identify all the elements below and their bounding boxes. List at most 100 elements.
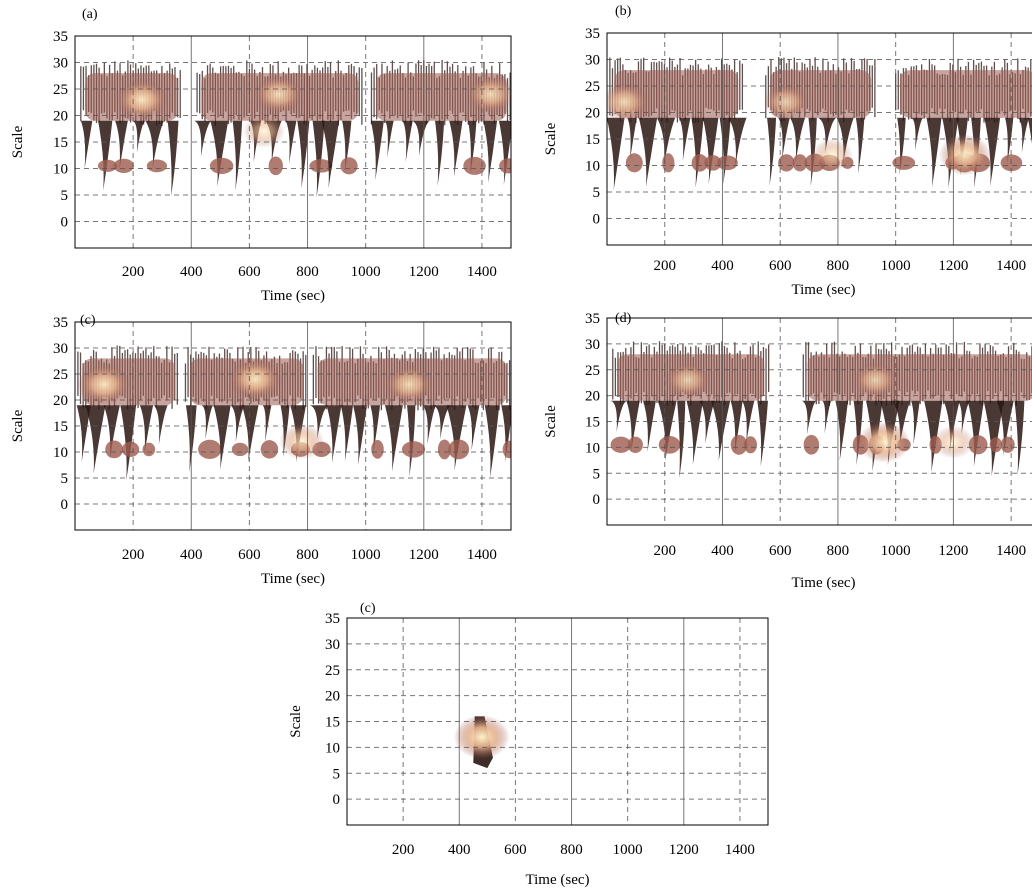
energy-finger [778,117,790,160]
plot-frame [74,35,512,249]
energy-finger [321,120,340,189]
y-tick-label: 25 [585,363,600,379]
energy-finger [484,405,500,478]
energy-hotspot [229,358,282,400]
energy-finger [139,405,154,454]
energy-hotspot [384,365,434,404]
energy-finger [997,400,1014,456]
energy-blob [448,439,470,460]
energy-finger [742,400,755,443]
plot-frame [346,617,769,826]
x-tick-label: 1400 [996,543,1026,559]
energy-finger [627,117,637,160]
energy-hotspot [607,82,649,122]
energy-blob [627,436,643,454]
energy-blob [778,154,795,172]
energy-finger [686,400,703,466]
energy-finger [483,120,498,184]
energy-finger [76,405,91,462]
panel-label: (d) [615,311,632,326]
x-tick-label: 1000 [351,264,381,280]
energy-finger [956,400,971,435]
energy-finger [711,400,731,462]
energy-finger [370,120,384,181]
y-tick-label: 15 [53,419,68,435]
x-tick-label: 1000 [881,258,911,274]
x-tick-label: 1200 [669,842,699,858]
energy-finger [626,400,640,453]
energy-finger [340,405,354,462]
y-tick-label: 35 [53,29,68,45]
energy-finger [702,117,719,184]
energy-hotspot [466,75,511,114]
energy-finger [609,400,628,433]
y-tick-label: 5 [593,185,601,201]
energy-finger [699,400,715,444]
energy-finger [926,117,942,188]
energy-blob [704,155,722,171]
y-tick-label: 15 [325,715,340,731]
energy-hotspot [852,362,899,398]
x-tick-label: 800 [827,543,850,559]
y-tick-label: 20 [585,389,600,405]
x-tick-label: 1400 [467,264,497,280]
energy-finger [145,120,164,169]
x-tick-label: 1400 [467,547,497,563]
energy-finger [210,120,229,187]
energy-finger [790,117,806,163]
y-tick-label: 0 [593,492,601,508]
panel-label: (b) [615,4,632,19]
x-tick-label: 1200 [409,547,439,563]
energy-finger [679,117,691,161]
energy-finger [467,405,480,451]
y-axis-label: Scale [10,409,26,442]
y-axis-label: Scale [10,125,26,158]
energy-finger [835,400,848,461]
y-tick-label: 10 [585,159,600,175]
x-tick-label: 1200 [409,264,439,280]
energy-blob [113,158,134,173]
energy-finger [435,120,445,186]
energy-finger [103,405,120,459]
energy-finger [728,117,747,166]
energy-finger [911,400,920,445]
energy-blob [803,434,820,455]
y-tick-label: 35 [325,611,340,627]
energy-finger [501,405,511,463]
energy-band [899,70,1032,118]
energy-finger [297,120,310,189]
x-tick-label: 200 [122,547,145,563]
energy-hotspot [254,75,303,114]
energy-finger [910,117,924,151]
energy-finger [201,405,214,440]
y-tick-label: 10 [325,740,340,756]
energy-finger [402,120,413,162]
y-tick-label: 0 [593,212,601,228]
energy-finger [309,405,329,440]
energy-finger [897,117,906,175]
x-tick-label: 1400 [725,842,755,858]
energy-finger [342,120,352,174]
energy-hotspot [77,363,131,405]
energy-finger [924,400,943,473]
energy-finger [638,117,658,187]
y-tick-label: 0 [61,497,69,513]
scalogram-panel-5: 200 400 600 800 1000 1200 1400 0 5 10 15 20 25 30 35 Ti… [288,601,769,888]
x-tick-label: 1000 [351,547,381,563]
y-tick-label: 20 [53,109,68,125]
energy-blob [371,440,384,459]
energy-finger [407,405,416,477]
energy-hotspot [811,138,853,172]
y-tick-label: 0 [61,215,69,231]
energy-finger [984,117,1001,187]
energy-finger [855,117,865,174]
y-tick-label: 25 [53,82,68,98]
scalogram-panel-1: 200 400 600 800 1000 1200 1400 0 5 10 15 20 25 30 35 Ti… [10,7,512,304]
energy-finger [730,400,743,454]
energy-finger [1005,117,1014,165]
energy-finger [449,120,463,177]
x-axis-label: Time (sec) [261,571,325,587]
x-tick-label: 800 [296,547,319,563]
energy-blob [437,439,451,460]
energy-blob [502,440,511,459]
